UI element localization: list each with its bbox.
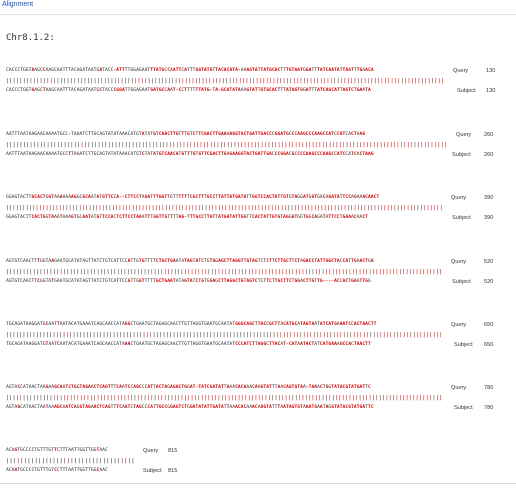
query-sequence: TGCAGATAAGGATGCAATTAATACATGAAATCAGCAACCA… (6, 322, 377, 327)
subject-end-position: 650 (484, 342, 494, 348)
subject-end-position: 390 (484, 215, 494, 221)
match-bars: ||||||||||||||||||||||||||||||||||||||||… (6, 332, 443, 338)
subject-end-position: 520 (484, 279, 494, 285)
query-label: Query (451, 195, 467, 201)
query-label: Query (143, 448, 159, 454)
header-divider (0, 14, 516, 15)
subject-label: Subject (452, 152, 471, 158)
subject-sequence: AGTGTCAACTTCGGTATGAATGCATATAGTTATCTGTCAT… (6, 279, 371, 284)
alignment-tab-title[interactable]: Alignment (2, 1, 34, 8)
subject-label: Subject (143, 468, 162, 474)
match-bars: ||||||||||||||||||||||||||||||||||||||||… (6, 205, 444, 211)
match-bars: |||||||||||||||||||||||||||||||||||| (6, 458, 136, 464)
query-label: Query (451, 259, 467, 265)
query-label: Query (451, 322, 467, 328)
subject-sequence: TGCAGATAAGGATGTAATCAATACATGAAATCAGCAACCA… (6, 342, 371, 347)
query-label: Query (453, 68, 469, 74)
match-bars: ||||||||||||||||||||||||||||||||||||||||… (6, 142, 448, 148)
query-sequence: AGTACCATAACTAAGAAGCAATCTGGTAGAACTCAGTTTC… (6, 385, 371, 390)
query-end-position: 815 (168, 448, 178, 454)
subject-sequence: AGTAGCATAACTAATAAAGCAATCAGGTAGAACTCAGTTT… (6, 405, 374, 410)
query-end-position: 130 (486, 68, 496, 74)
query-end-position: 650 (484, 322, 494, 328)
query-end-position: 390 (484, 195, 494, 201)
subject-sequence: CACCCTGGTGAGCTAAGCAATTTACAGATAATGCTACCCG… (6, 88, 371, 93)
subject-end-position: 130 (486, 88, 496, 94)
query-sequence: GGAGTACTTGCACTGGTAAAAAAAGGCGCAATATGTTCCA… (6, 195, 380, 200)
subject-end-position: 815 (168, 468, 178, 474)
chromosome-title: Chr8.1.2: (6, 33, 55, 43)
query-sequence: CACCCTGGTAAGCCAAGCAATTTACAGATAATGATACC-A… (6, 68, 374, 73)
match-bars: ||||||||||||||||||||||||||||||||||||||||… (6, 269, 443, 275)
query-sequence: AGTGTCAACTTTGGTAAGAATGCATATAGTTATCTGTCAT… (6, 259, 374, 264)
query-label: Query (456, 132, 472, 138)
match-bars: ||||||||||||||||||||||||||||||||||||||||… (6, 78, 445, 84)
query-sequence: ACAGTGCCCCTGTTTGTTCTTTAATTGGTTGGTAAC (6, 448, 108, 453)
footer-divider (0, 483, 516, 484)
query-end-position: 520 (484, 259, 494, 265)
subject-sequence: AATTTAATAAGAACAAAATGCCTTAAATCTTGCAGTATAT… (6, 152, 374, 157)
subject-sequence: ACAATGCCCCTGTTTGTCCTTTAATTGGTTGGCAAC (6, 468, 108, 473)
subject-label: Subject (452, 279, 471, 285)
subject-label: Subject (457, 88, 476, 94)
subject-end-position: 260 (484, 152, 494, 158)
query-end-position: 260 (484, 132, 494, 138)
subject-end-position: 780 (484, 405, 494, 411)
query-label: Query (451, 385, 467, 391)
subject-label: Subject (454, 405, 473, 411)
subject-label: Subject (452, 215, 471, 221)
match-bars: ||||||||||||||||||||||||||||||||||||||||… (6, 395, 443, 401)
query-sequence: AATTTAATAAGAACAAAATGCC-TAAATCTTGCAGTATAT… (6, 132, 366, 137)
subject-label: Subject (454, 342, 473, 348)
subject-sequence: GGAGTACTTCACTGGTAAATAAAGTGCAATATGTTCCACT… (6, 215, 368, 220)
query-end-position: 780 (484, 385, 494, 391)
